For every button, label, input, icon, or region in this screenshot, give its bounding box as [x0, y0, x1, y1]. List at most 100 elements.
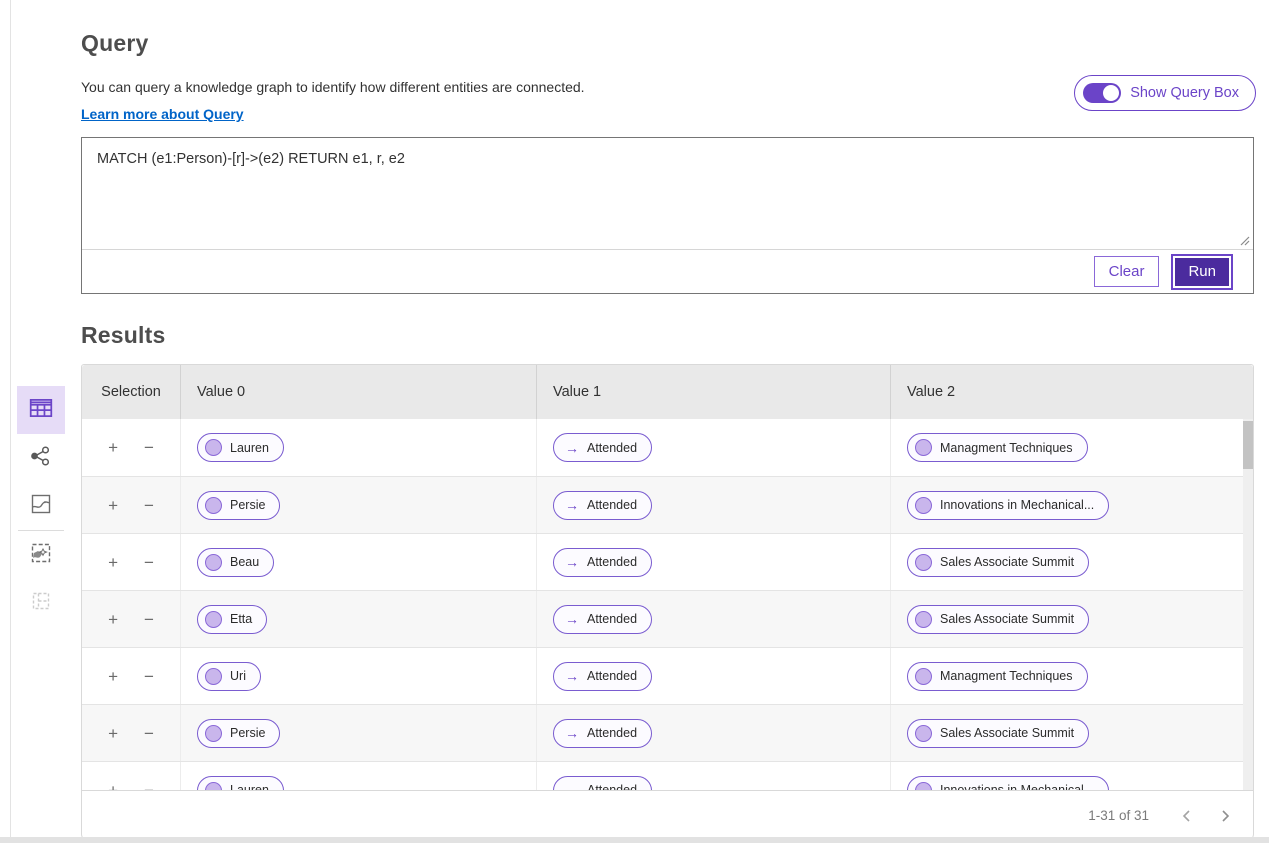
node-icon: [205, 439, 222, 456]
remove-selection-button[interactable]: −: [144, 495, 154, 515]
node-icon: [915, 553, 932, 571]
entity-chip[interactable]: Lauren: [197, 433, 284, 462]
toggle-label: Show Query Box: [1130, 85, 1239, 101]
panel-divider: [10, 0, 11, 837]
entity-chip[interactable]: Sales Associate Summit: [907, 604, 1090, 634]
entity-chip[interactable]: Innovations in Mechanical...: [907, 490, 1110, 520]
node-icon: [915, 667, 932, 685]
node-icon: [915, 610, 932, 628]
pagination-range: 1-31 of 31: [1088, 808, 1149, 823]
bottom-edge: [0, 837, 1269, 843]
node-icon: [205, 667, 222, 685]
node-icon: [915, 439, 932, 456]
scrollbar-thumb[interactable]: [1243, 421, 1253, 469]
add-selection-button[interactable]: +: [108, 666, 118, 686]
arrow-right-icon: →: [565, 725, 579, 741]
previous-page-button[interactable]: [1175, 804, 1199, 828]
results-title: Results: [81, 322, 166, 348]
node-icon: [205, 553, 222, 571]
query-page: Query You can query a knowledge graph to…: [81, 0, 1256, 841]
entity-chip[interactable]: Managment Techniques: [907, 661, 1088, 691]
entity-chip[interactable]: Innovations in Mechanical...: [907, 775, 1110, 790]
entity-chip[interactable]: Sales Associate Summit: [907, 547, 1090, 577]
add-selection-button[interactable]: +: [108, 552, 118, 572]
arrow-right-icon: →: [565, 554, 579, 570]
entity-chip[interactable]: Sales Associate Summit: [907, 718, 1090, 748]
node-icon: [205, 781, 222, 790]
resize-handle-icon[interactable]: [1238, 234, 1250, 246]
sidebar-item-map-overlay-view[interactable]: [17, 531, 65, 579]
page-title: Query: [81, 30, 149, 56]
remove-selection-button[interactable]: −: [144, 438, 154, 457]
table-row: + − Persie → Attended Sales Associate Sum…: [82, 704, 1253, 761]
entity-chip[interactable]: Managment Techniques: [907, 433, 1088, 462]
next-page-button[interactable]: [1213, 804, 1237, 828]
column-header-selection: Selection: [82, 365, 181, 419]
entity-chip[interactable]: Uri: [197, 661, 261, 691]
table-row: + − Beau → Attended Sales Associate Summi…: [82, 533, 1253, 590]
column-header-value1: Value 1: [537, 365, 891, 419]
results-table: Selection Value 0 Value 1 Value 2 + − La…: [81, 364, 1254, 841]
entity-chip[interactable]: Persie: [197, 718, 281, 748]
column-header-value2: Value 2: [907, 384, 956, 400]
table-row: + − Lauren → Attended Managment Technique…: [82, 419, 1253, 476]
table-row: + − Persie → Attended Innovations in Mech…: [82, 476, 1253, 533]
node-icon: [915, 496, 932, 514]
add-selection-button[interactable]: +: [108, 438, 118, 457]
add-selection-button[interactable]: +: [108, 495, 118, 515]
sidebar-item-map-view[interactable]: [17, 482, 65, 530]
toggle-switch-icon: [1083, 83, 1122, 103]
query-input[interactable]: MATCH (e1:Person)-[r]->(e2) RETURN e1, r…: [82, 138, 1253, 249]
entity-chip[interactable]: Etta: [197, 604, 268, 634]
query-text: MATCH (e1:Person)-[r]->(e2) RETURN e1, r…: [97, 151, 405, 167]
table-pagination: 1-31 of 31: [82, 790, 1253, 840]
clear-button[interactable]: Clear: [1093, 256, 1160, 287]
relationship-chip[interactable]: → Attended: [553, 547, 653, 577]
run-button[interactable]: Run: [1173, 255, 1231, 288]
remove-selection-button[interactable]: −: [144, 552, 154, 572]
sidebar-item-layout-view[interactable]: [17, 579, 65, 627]
table-row: + − Uri → Attended Managment Techniques: [82, 647, 1253, 704]
node-icon: [205, 610, 222, 628]
arrow-right-icon: →: [565, 611, 579, 627]
table-scrollbar[interactable]: [1243, 419, 1253, 790]
relationship-chip[interactable]: → Attended: [553, 490, 653, 520]
arrow-right-icon: →: [565, 497, 579, 513]
node-icon: [205, 496, 222, 514]
add-selection-button[interactable]: +: [108, 782, 118, 791]
table-header-row: Selection Value 0 Value 1 Value 2: [82, 365, 1253, 419]
query-panel: MATCH (e1:Person)-[r]->(e2) RETURN e1, r…: [81, 137, 1254, 294]
sidebar-item-table-view[interactable]: [17, 386, 65, 434]
remove-selection-button[interactable]: −: [144, 609, 154, 629]
arrow-right-icon: →: [565, 439, 579, 456]
arrow-right-icon: →: [565, 782, 579, 790]
node-icon: [915, 724, 932, 742]
add-selection-button[interactable]: +: [108, 723, 118, 743]
remove-selection-button[interactable]: −: [144, 666, 154, 686]
relationship-chip[interactable]: → Attended: [553, 604, 653, 634]
relationship-chip[interactable]: → Attended: [553, 433, 653, 462]
relationship-chip[interactable]: → Attended: [553, 718, 653, 748]
sidebar-divider: [18, 530, 64, 531]
relationship-chip[interactable]: → Attended: [553, 775, 653, 790]
map-view-icon: [29, 492, 53, 521]
layout-view-icon: [29, 589, 53, 618]
sidebar-item-graph-view[interactable]: [17, 434, 65, 482]
show-query-box-toggle[interactable]: Show Query Box: [1074, 75, 1256, 111]
add-selection-button[interactable]: +: [108, 609, 118, 629]
arrow-right-icon: →: [565, 668, 579, 684]
entity-chip[interactable]: Persie: [197, 490, 281, 520]
learn-more-link[interactable]: Learn more about Query: [81, 106, 244, 122]
node-icon: [205, 724, 222, 742]
query-actions: Clear Run: [82, 249, 1253, 293]
remove-selection-button[interactable]: −: [144, 782, 154, 791]
entity-chip[interactable]: Beau: [197, 547, 275, 577]
relationship-chip[interactable]: → Attended: [553, 661, 653, 691]
column-header-value0: Value 0: [181, 365, 537, 419]
node-icon: [915, 781, 932, 790]
table-row: + − Lauren → Attended Innovations in Mech…: [82, 761, 1253, 790]
view-sidebar: [17, 386, 65, 627]
remove-selection-button[interactable]: −: [144, 723, 154, 743]
graph-view-icon: [29, 444, 53, 473]
entity-chip[interactable]: Lauren: [197, 775, 284, 790]
